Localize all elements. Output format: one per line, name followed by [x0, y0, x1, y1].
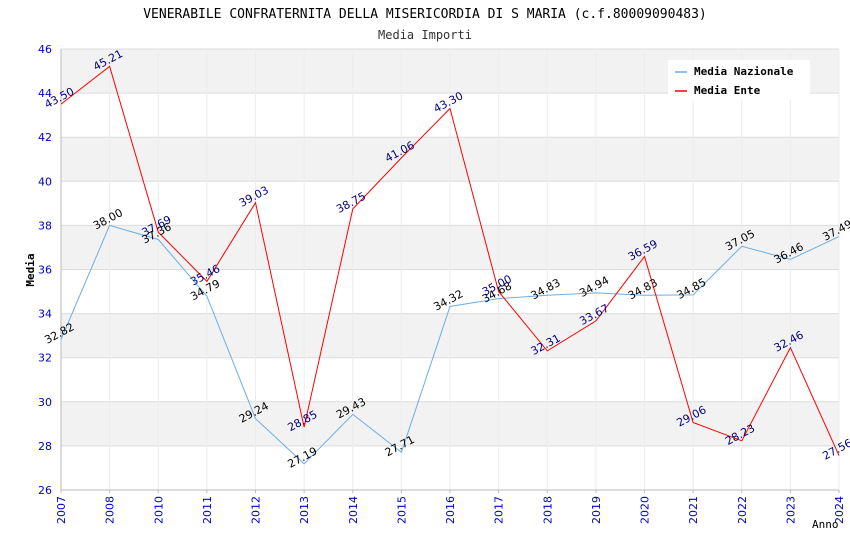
legend-label-ente: Media Ente: [694, 84, 761, 97]
y-tick-label: 46: [38, 43, 52, 56]
x-tick-label: 2010: [152, 496, 165, 524]
chart-title: VENERABILE CONFRATERNITA DELLA MISERICOR…: [143, 7, 707, 22]
y-tick-label: 26: [38, 484, 52, 497]
x-tick-label: 2017: [493, 496, 506, 524]
y-tick-label: 40: [38, 175, 52, 188]
x-tick-label: 2018: [541, 496, 554, 524]
series-line-media-nazionale: [60, 224, 840, 465]
y-axis-ticks: 26 28 30 32 34 36 38 40 42 44 46: [38, 43, 52, 497]
x-tick-label: 2013: [298, 496, 311, 524]
y-tick-label: 38: [38, 219, 52, 232]
y-tick-label: 36: [38, 264, 52, 277]
x-tick-label: 2007: [55, 496, 68, 524]
x-tick-label: 2011: [201, 496, 214, 524]
y-tick-label: 32: [38, 352, 52, 365]
y-tick-label: 34: [38, 308, 52, 321]
y-tick-label: 28: [38, 440, 52, 453]
x-axis-ticks: 2007 2008 2010 2011 2012 2013 2014 2015 2016 2017…: [55, 490, 846, 524]
x-tick-label: 2020: [639, 496, 652, 524]
legend-label-nazionale: Media Nazionale: [694, 65, 794, 78]
y-tick-label: 44: [38, 87, 52, 100]
y-axis-label: Media: [24, 253, 37, 286]
series-line-media-ente: [60, 65, 840, 456]
x-axis-label: Anno: [812, 518, 839, 531]
y-tick-label: 42: [38, 131, 52, 144]
x-tick-label: 2008: [104, 496, 117, 524]
y-tick-label: 30: [38, 396, 52, 409]
x-tick-label: 2016: [444, 496, 457, 524]
x-tick-label: 2024: [833, 496, 846, 524]
legend-box: [668, 60, 810, 100]
x-tick-label: 2023: [784, 496, 797, 524]
legend: Media Nazionale Media Ente: [668, 60, 810, 100]
x-tick-label: 2021: [687, 496, 700, 524]
x-tick-label: 2015: [395, 496, 408, 524]
x-tick-label: 2012: [250, 496, 263, 524]
x-tick-label: 2022: [736, 496, 749, 524]
x-tick-label: 2019: [590, 496, 603, 524]
x-tick-label: 2014: [347, 496, 360, 524]
series-lines: [60, 65, 840, 465]
chart-subtitle: Media Importi: [378, 28, 472, 42]
